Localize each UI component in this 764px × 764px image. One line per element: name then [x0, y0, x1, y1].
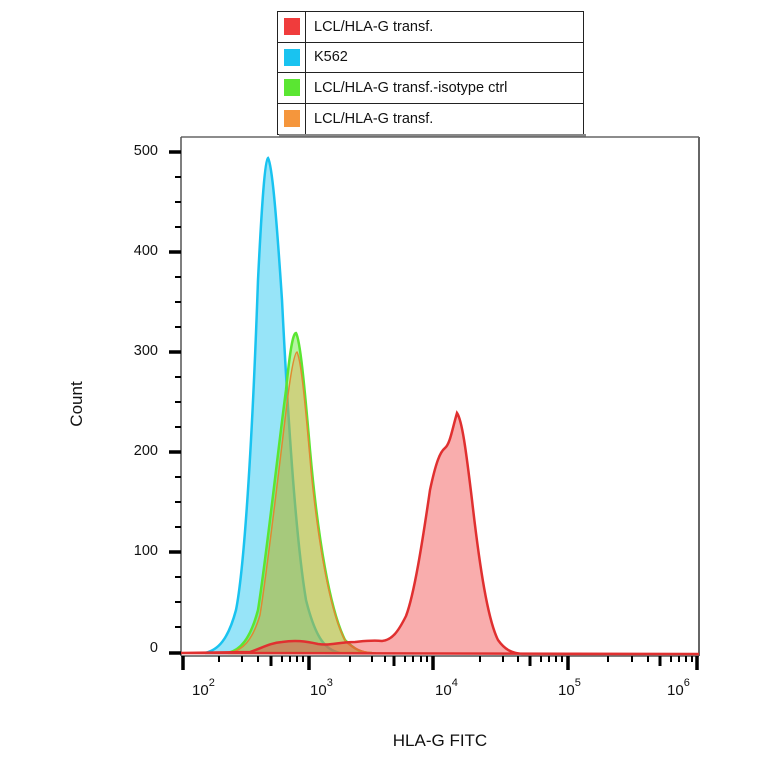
legend-item-blue: K562 [278, 42, 583, 73]
legend-item-green: LCL/HLA-G transf.-isotype ctrl [278, 73, 583, 104]
legend-shadow [279, 134, 586, 137]
x-tick-label: 106 [667, 677, 690, 699]
y-tick-label: 500 [133, 143, 158, 159]
series-lcl-hla-g [180, 410, 700, 656]
legend-swatch-cell [278, 12, 306, 42]
y-tick-label: 100 [133, 543, 158, 559]
legend-swatch-cell [278, 103, 306, 134]
legend-item-orange: LCL/HLA-G transf. [278, 103, 583, 134]
legend-swatch-red [283, 18, 300, 36]
y-axis-ticks [169, 150, 181, 655]
legend-label: LCL/HLA-G transf.-isotype ctrl [314, 79, 508, 96]
x-tick-label: 103 [310, 677, 333, 699]
x-tick-label: 105 [558, 677, 581, 699]
legend-swatch-cell [278, 42, 306, 72]
legend-swatch-cell [278, 73, 306, 103]
legend-label: LCL/HLA-G transf. [314, 18, 434, 35]
x-axis-ticks [181, 656, 699, 670]
legend-swatch-orange [283, 110, 300, 128]
legend-item-red: LCL/HLA-G transf. [278, 12, 583, 43]
series-k562 [204, 156, 341, 655]
y-tick-label: 200 [133, 443, 158, 459]
x-axis-title: HLA-G FITC [392, 731, 488, 750]
y-axis-title: Count [67, 381, 86, 427]
y-tick-label: 0 [149, 640, 158, 656]
legend-label: LCL/HLA-G transf. [314, 110, 434, 127]
x-tick-label: 104 [435, 677, 458, 699]
series-orange [229, 351, 377, 654]
legend-swatch-green [283, 79, 300, 97]
chart-legend: LCL/HLA-G transf. K562 LCL/HLA-G transf.… [277, 11, 584, 135]
y-tick-label: 300 [133, 343, 158, 359]
legend-swatch-blue [283, 48, 300, 66]
x-tick-label: 102 [192, 677, 215, 699]
y-tick-label: 400 [133, 243, 158, 259]
legend-label: K562 [314, 49, 348, 66]
